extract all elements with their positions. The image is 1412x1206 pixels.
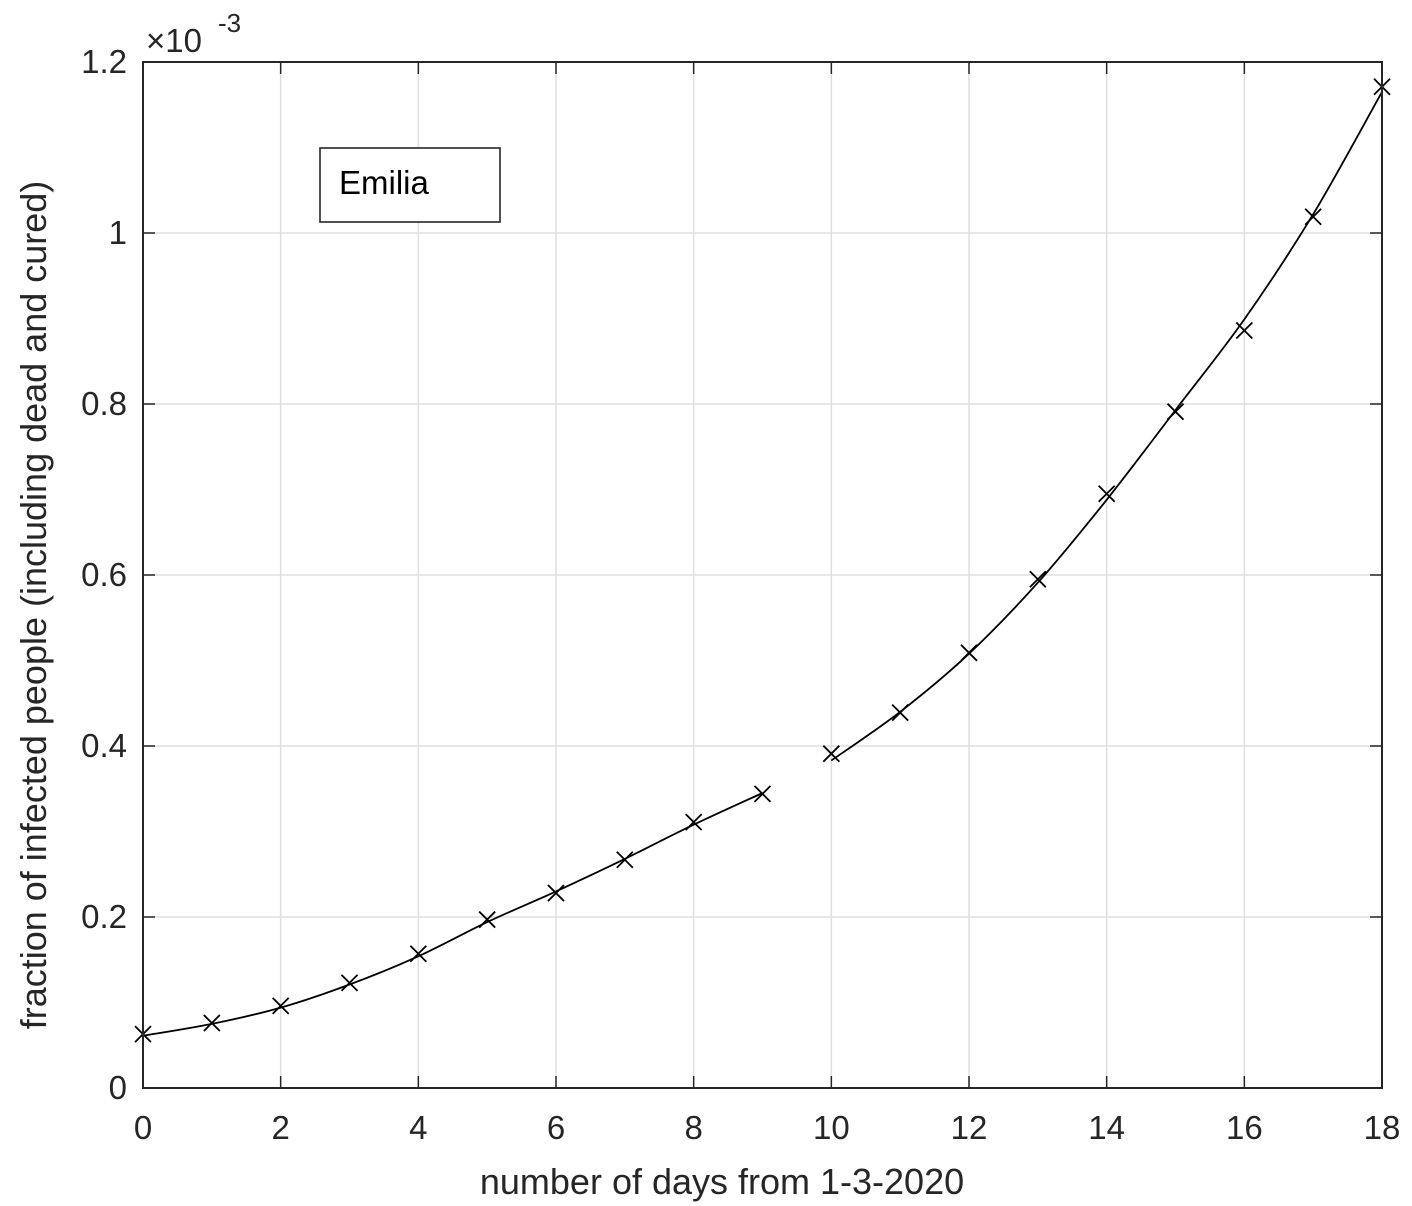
y-tick-label: 0.8 xyxy=(81,385,127,422)
y-exponent: ×10 -3 xyxy=(146,8,241,59)
x-tick-label: 4 xyxy=(409,1109,427,1146)
y-tick-label: 0 xyxy=(109,1069,127,1106)
y-tick-label: 0.4 xyxy=(81,727,127,764)
x-tick-label: 2 xyxy=(271,1109,289,1146)
data-point-marker xyxy=(960,644,978,662)
y-axis-label: fraction of infected people (including d… xyxy=(13,181,54,1030)
data-point-marker xyxy=(547,884,565,902)
x-tick-label: 0 xyxy=(134,1109,152,1146)
data-point-marker xyxy=(409,945,427,963)
data-point-marker xyxy=(1098,485,1116,503)
y-tick-label: 1 xyxy=(109,214,127,251)
data-point-marker xyxy=(753,785,772,803)
y-exponent-multiplier: ×10 xyxy=(146,22,202,59)
x-tick-label: 6 xyxy=(547,1109,565,1146)
axis-ticks xyxy=(142,61,1383,1089)
data-point-marker xyxy=(822,745,840,763)
y-exponent-power: -3 xyxy=(218,8,241,38)
legend: Emilia xyxy=(319,147,501,223)
data-point-marker xyxy=(1029,570,1047,588)
data-point-marker xyxy=(1304,208,1322,226)
x-tick-label: 12 xyxy=(951,1109,988,1146)
x-tick-label: 14 xyxy=(1088,1109,1125,1146)
x-tick-label: 18 xyxy=(1364,1109,1401,1146)
fit-curve-1 xyxy=(142,792,763,1037)
x-tick-label: 8 xyxy=(684,1109,702,1146)
fit-curve-2 xyxy=(830,91,1383,762)
x-tick-label: 16 xyxy=(1226,1109,1263,1146)
data-point-marker xyxy=(616,851,634,869)
y-tick-label: 0.6 xyxy=(81,556,127,593)
y-tick-label: 0.2 xyxy=(81,898,127,935)
legend-box xyxy=(319,147,501,223)
data-point-marker xyxy=(685,813,703,831)
plot-series xyxy=(134,78,1391,1043)
data-point-marker xyxy=(891,704,909,722)
legend-entry: Emilia xyxy=(339,164,429,201)
data-point-marker xyxy=(340,974,359,992)
data-point-marker xyxy=(1235,321,1253,340)
data-point-marker xyxy=(1166,403,1185,421)
x-axis-label: number of days from 1-3-2020 xyxy=(480,1161,964,1202)
data-point-marker xyxy=(478,910,496,929)
data-point-marker xyxy=(203,1014,221,1032)
y-tick-label: 1.2 xyxy=(81,43,127,80)
data-point-marker xyxy=(272,997,290,1015)
x-tick-label: 10 xyxy=(813,1109,850,1146)
tick-labels: 0 2 4 6 8 10 12 14 16 18 0 0.2 0.4 0.6 0.8 1 1.2 xyxy=(81,43,1400,1146)
